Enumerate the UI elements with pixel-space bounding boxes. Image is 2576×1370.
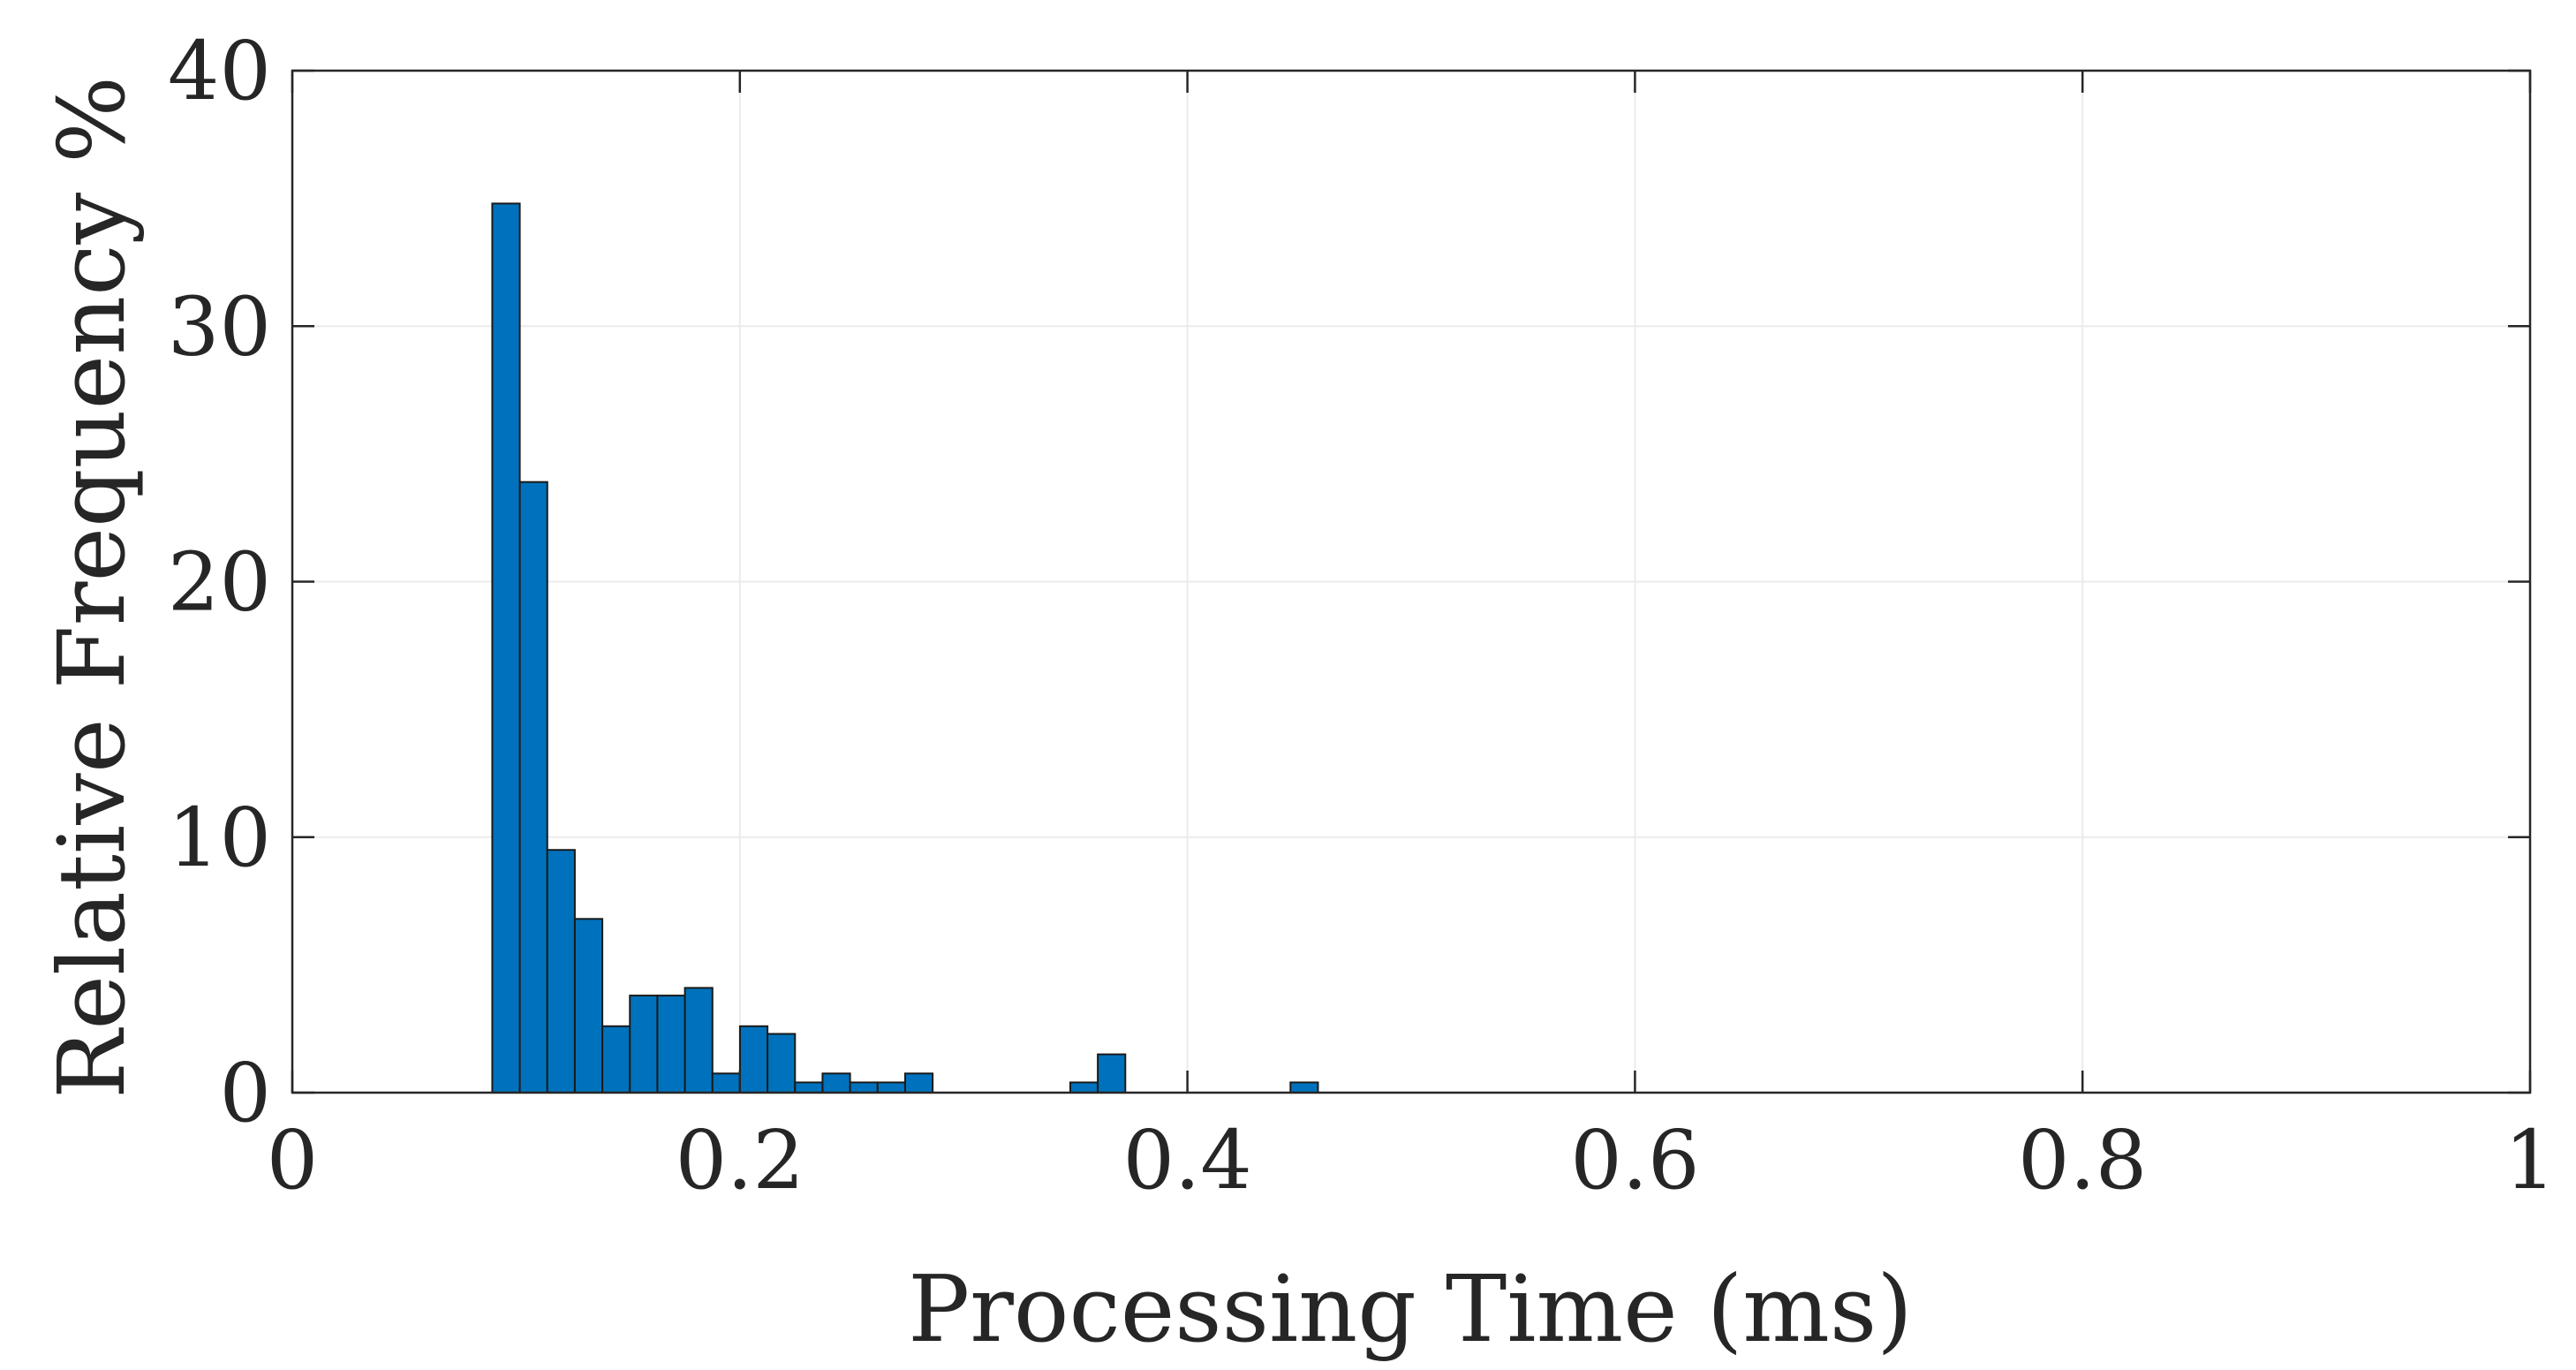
x-tick-label: 0 xyxy=(267,1113,319,1207)
histogram-bar xyxy=(903,1072,934,1094)
histogram-bar xyxy=(546,849,576,1094)
y-tick-label: 40 xyxy=(168,24,271,118)
histogram-bar xyxy=(1097,1053,1127,1094)
x-axis-title: Processing Time (ms) xyxy=(908,1255,1913,1363)
histogram-bar xyxy=(1069,1081,1099,1094)
histogram-bar xyxy=(849,1081,879,1094)
histogram-bar xyxy=(573,918,604,1094)
x-tick-label: 0.4 xyxy=(1122,1113,1251,1207)
histogram-bar xyxy=(711,1072,741,1094)
x-tick-label: 0.8 xyxy=(2018,1113,2147,1207)
x-tick-label: 0.6 xyxy=(1570,1113,1699,1207)
x-tick-label: 1 xyxy=(2504,1113,2557,1207)
histogram-bar xyxy=(876,1081,906,1094)
histogram-bar xyxy=(821,1072,851,1094)
histogram-bar xyxy=(738,1025,769,1094)
histogram-bar xyxy=(518,481,548,1094)
histogram-bar xyxy=(491,202,521,1094)
histogram-bar xyxy=(656,995,686,1094)
x-tick-label: 0.2 xyxy=(676,1113,805,1207)
y-axis-title: Relative Frequency % xyxy=(38,76,146,1099)
histogram-bar xyxy=(1289,1081,1319,1094)
bars xyxy=(491,202,1319,1094)
y-tick-label: 20 xyxy=(168,535,271,630)
axes xyxy=(291,69,2532,1094)
histogram-bar xyxy=(629,995,659,1094)
histogram-bar xyxy=(601,1025,631,1094)
histogram-bar xyxy=(767,1033,797,1094)
y-tick-label: 30 xyxy=(168,279,271,374)
histogram-bar xyxy=(794,1081,824,1094)
y-tick-label: 0 xyxy=(219,1046,271,1140)
y-tick-label: 10 xyxy=(168,791,271,885)
histogram-bar xyxy=(684,987,714,1094)
